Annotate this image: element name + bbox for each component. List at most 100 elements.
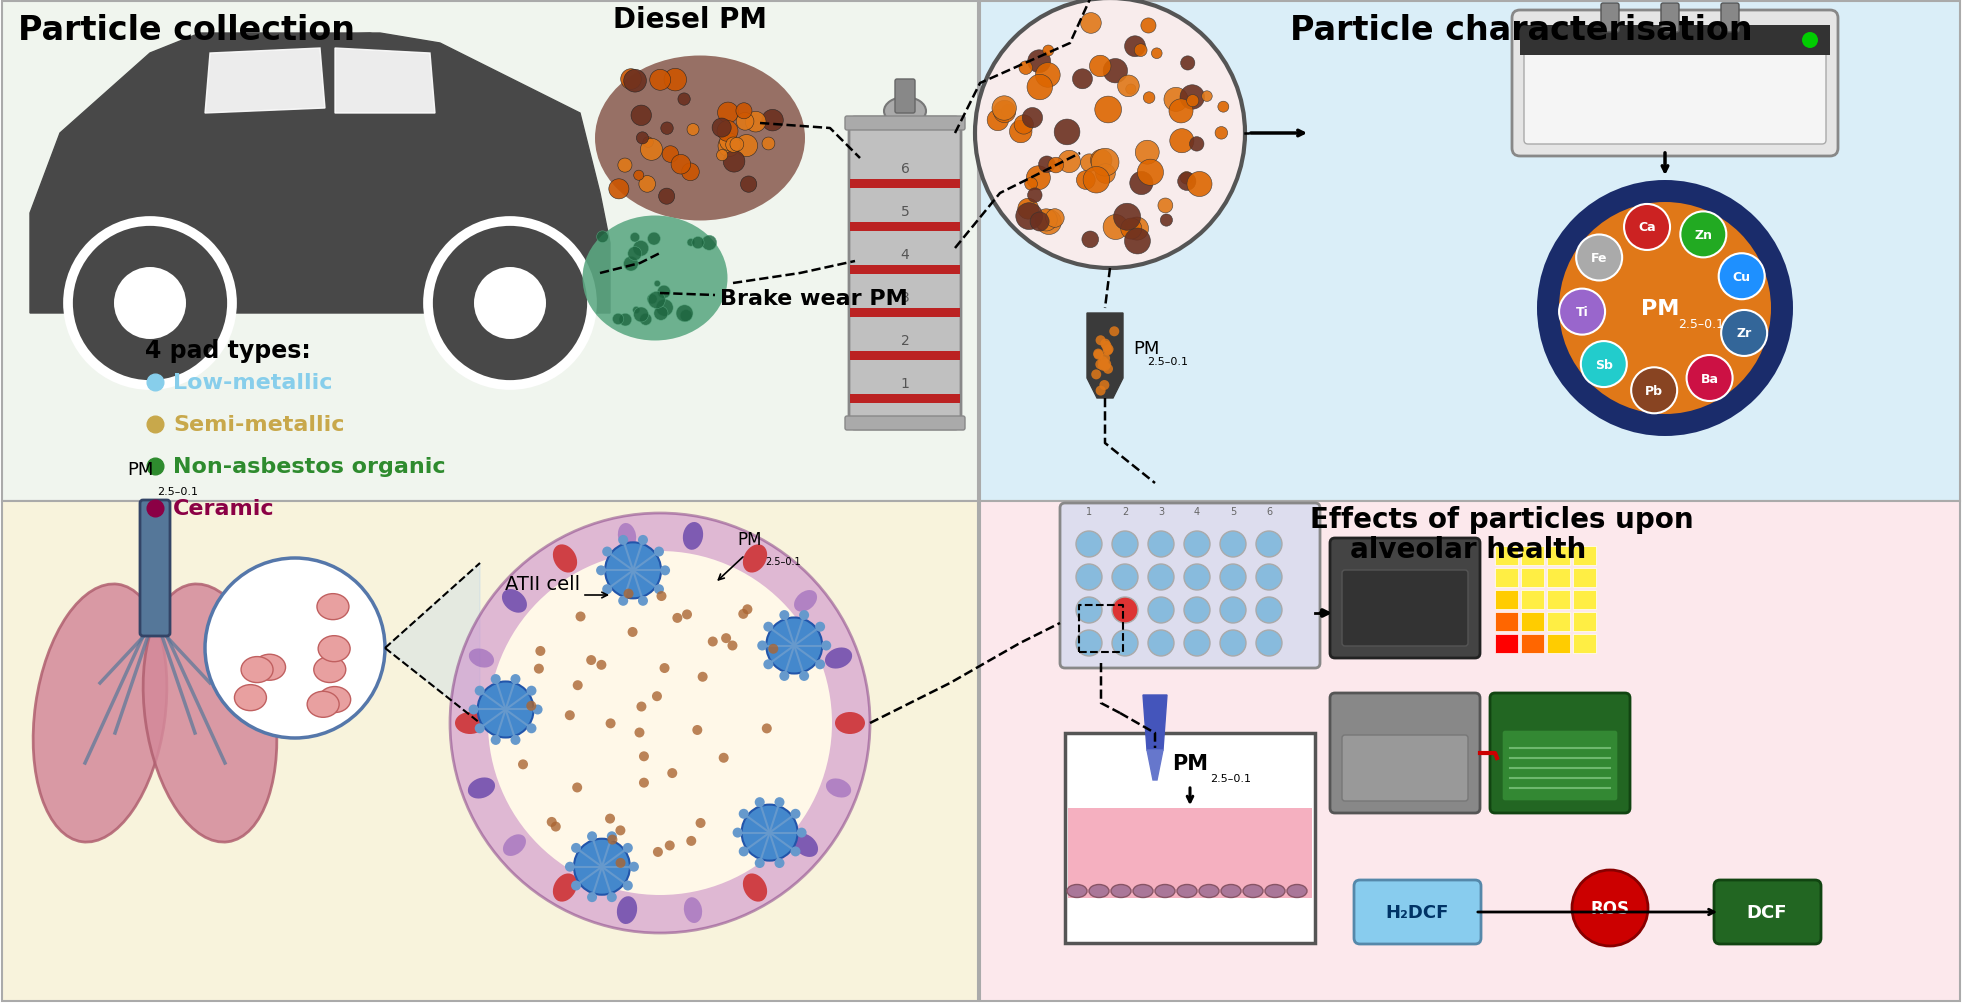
- Circle shape: [659, 189, 675, 205]
- Ellipse shape: [744, 545, 767, 573]
- Circle shape: [1201, 91, 1213, 102]
- Ellipse shape: [502, 834, 526, 857]
- Circle shape: [1093, 349, 1103, 359]
- Circle shape: [1036, 63, 1059, 88]
- Circle shape: [763, 660, 773, 670]
- Ellipse shape: [233, 685, 267, 711]
- Ellipse shape: [683, 523, 702, 551]
- FancyBboxPatch shape: [1521, 26, 1831, 56]
- Ellipse shape: [1287, 885, 1307, 898]
- Circle shape: [1054, 120, 1079, 145]
- Circle shape: [716, 150, 728, 161]
- FancyBboxPatch shape: [850, 223, 959, 232]
- Circle shape: [1010, 121, 1032, 143]
- Circle shape: [1148, 630, 1173, 656]
- FancyBboxPatch shape: [1521, 613, 1544, 631]
- Text: 2: 2: [1122, 507, 1128, 517]
- Circle shape: [628, 248, 642, 261]
- FancyBboxPatch shape: [895, 80, 914, 114]
- Circle shape: [1719, 254, 1764, 300]
- FancyBboxPatch shape: [1546, 569, 1570, 588]
- Ellipse shape: [1177, 885, 1197, 898]
- Circle shape: [1183, 598, 1211, 624]
- Circle shape: [659, 566, 671, 576]
- Ellipse shape: [467, 777, 494, 798]
- FancyBboxPatch shape: [1546, 547, 1570, 566]
- Circle shape: [1028, 189, 1042, 204]
- FancyBboxPatch shape: [979, 502, 1960, 1001]
- Circle shape: [755, 859, 765, 869]
- Text: alveolar health: alveolar health: [1350, 536, 1585, 564]
- Circle shape: [1256, 565, 1281, 591]
- Text: Particle characterisation: Particle characterisation: [1289, 14, 1752, 47]
- Circle shape: [1179, 85, 1205, 110]
- Circle shape: [975, 0, 1246, 269]
- Circle shape: [1018, 200, 1038, 220]
- Ellipse shape: [1220, 885, 1242, 898]
- Ellipse shape: [616, 897, 638, 924]
- Circle shape: [573, 782, 583, 792]
- Circle shape: [1124, 229, 1150, 255]
- Ellipse shape: [455, 712, 485, 734]
- Text: 4: 4: [901, 248, 908, 262]
- Circle shape: [1089, 56, 1110, 77]
- Circle shape: [767, 618, 822, 674]
- Circle shape: [640, 139, 663, 161]
- Circle shape: [1169, 99, 1193, 123]
- Circle shape: [1073, 70, 1093, 89]
- Circle shape: [565, 862, 575, 872]
- Circle shape: [1148, 532, 1173, 558]
- Circle shape: [490, 735, 500, 745]
- Text: Fe: Fe: [1591, 252, 1607, 265]
- Circle shape: [204, 559, 385, 738]
- Circle shape: [1138, 160, 1163, 187]
- Circle shape: [1572, 871, 1648, 946]
- Circle shape: [640, 177, 655, 193]
- Circle shape: [565, 710, 575, 720]
- Circle shape: [1214, 127, 1228, 140]
- Circle shape: [114, 268, 186, 340]
- Circle shape: [673, 613, 683, 623]
- Text: Ba: Ba: [1701, 372, 1719, 385]
- Ellipse shape: [744, 874, 767, 902]
- Circle shape: [1028, 51, 1050, 73]
- Circle shape: [1181, 173, 1193, 185]
- Circle shape: [596, 660, 606, 670]
- Circle shape: [622, 844, 634, 854]
- Text: Semi-metallic: Semi-metallic: [173, 414, 345, 434]
- FancyBboxPatch shape: [979, 2, 1960, 502]
- Circle shape: [616, 858, 626, 868]
- Circle shape: [510, 674, 520, 684]
- Circle shape: [632, 307, 640, 314]
- Ellipse shape: [594, 56, 804, 222]
- FancyBboxPatch shape: [850, 118, 961, 429]
- Circle shape: [1189, 137, 1205, 152]
- Circle shape: [1081, 14, 1101, 34]
- Polygon shape: [1148, 750, 1163, 780]
- Circle shape: [477, 682, 534, 738]
- Circle shape: [1112, 630, 1138, 656]
- Ellipse shape: [469, 649, 494, 668]
- FancyBboxPatch shape: [1354, 880, 1481, 944]
- FancyBboxPatch shape: [850, 180, 959, 189]
- Text: Pb: Pb: [1646, 384, 1664, 397]
- Circle shape: [791, 847, 800, 857]
- Circle shape: [775, 859, 785, 869]
- Polygon shape: [155, 34, 449, 124]
- Ellipse shape: [826, 778, 852, 797]
- Ellipse shape: [1089, 885, 1109, 898]
- Circle shape: [636, 702, 645, 712]
- Circle shape: [1091, 149, 1118, 177]
- Circle shape: [653, 547, 663, 557]
- Circle shape: [647, 292, 665, 309]
- Circle shape: [624, 257, 638, 272]
- Circle shape: [1091, 150, 1112, 172]
- FancyBboxPatch shape: [850, 352, 959, 361]
- Circle shape: [797, 827, 806, 838]
- Circle shape: [1177, 173, 1197, 192]
- FancyBboxPatch shape: [846, 416, 965, 430]
- Circle shape: [1103, 59, 1128, 84]
- Circle shape: [1536, 181, 1793, 436]
- Text: 4: 4: [1195, 507, 1201, 517]
- Text: 6: 6: [901, 161, 910, 176]
